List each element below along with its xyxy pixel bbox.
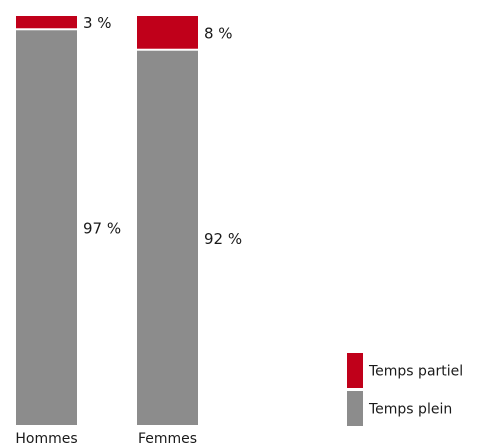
legend-label-temps-partiel: Temps partiel xyxy=(368,364,463,380)
bar-hommes-temps-plein xyxy=(16,30,77,426)
value-label-femmes-temps-partiel: 8 % xyxy=(204,24,233,42)
value-label-femmes-temps-plein: 92 % xyxy=(204,230,242,248)
bar-hommes-temps-partiel xyxy=(16,16,77,29)
legend-swatch-temps-partiel xyxy=(347,353,363,388)
bar-femmes-temps-plein xyxy=(137,50,198,425)
category-label-femmes: Femmes xyxy=(138,431,197,444)
bars-layer xyxy=(16,16,198,426)
legend-swatch-temps-plein xyxy=(347,391,363,426)
category-label-hommes: Hommes xyxy=(15,431,77,444)
legend: Temps partiel Temps plein xyxy=(347,353,463,426)
value-label-hommes-temps-partiel: 3 % xyxy=(83,14,112,32)
category-labels-layer: Hommes Femmes xyxy=(15,431,197,444)
value-label-hommes-temps-plein: 97 % xyxy=(83,220,121,238)
bar-femmes-temps-partiel xyxy=(137,16,198,49)
legend-label-temps-plein: Temps plein xyxy=(368,402,452,418)
value-labels-layer: 97 % 3 % 92 % 8 % xyxy=(83,14,242,248)
